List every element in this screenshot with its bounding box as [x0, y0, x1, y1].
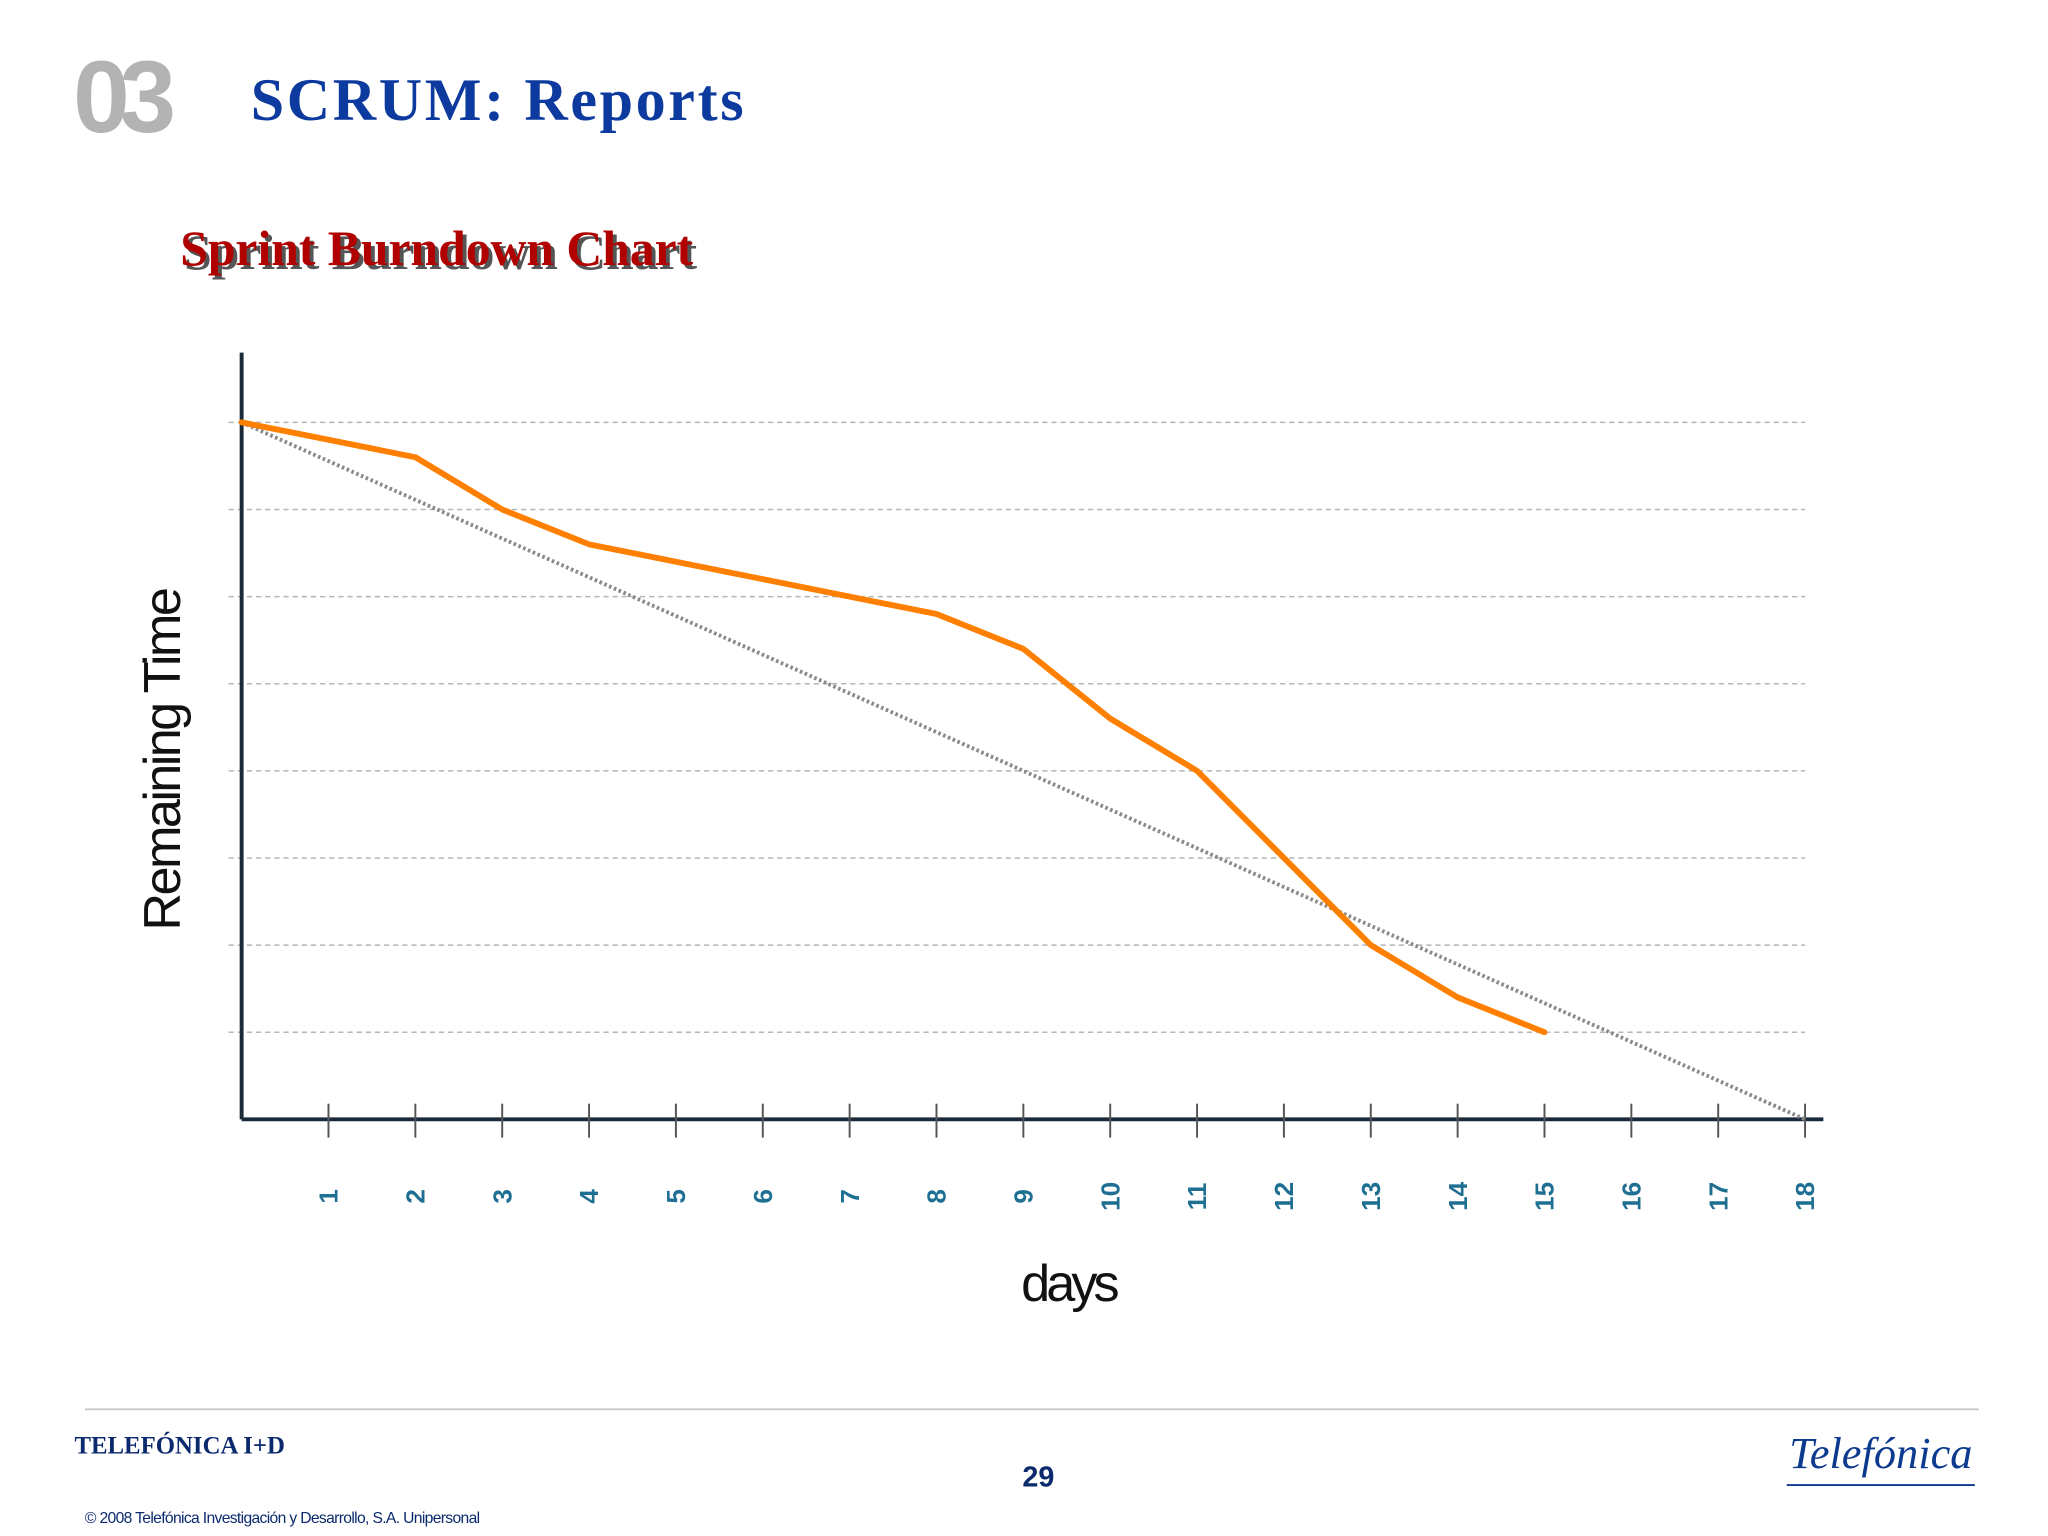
page-number: 29 [1022, 1461, 1054, 1493]
x-tick-label: 17 [1703, 1182, 1733, 1211]
chart-title: Sprint Burndown Chart [180, 221, 693, 276]
plot: 1 2 3 4 5 6 7 8 9 10 11 12 13 14 15 16 17 18 [228, 352, 1824, 1211]
x-tick-label: 13 [1356, 1182, 1386, 1211]
x-tick-label: 15 [1530, 1182, 1560, 1211]
x-tick-label: 11 [1182, 1183, 1212, 1211]
x-tick-label: 1 [314, 1189, 344, 1204]
x-tick-label: 10 [1095, 1182, 1125, 1211]
slide-title: SCRUM: Reports [251, 66, 746, 133]
x-tick-label: 8 [922, 1189, 952, 1204]
x-tick-label: 5 [661, 1189, 691, 1204]
ideal-line [240, 420, 1806, 1122]
logo: Telefónica [1789, 1428, 1972, 1478]
chart-title-shadow: Sprint Burndown Chart [184, 225, 697, 280]
x-tick-label: 18 [1790, 1182, 1820, 1211]
section-number: 03 [73, 40, 172, 154]
x-tick-label: 9 [1008, 1189, 1038, 1204]
x-axis-label: days [1021, 1255, 1118, 1313]
x-tick-label: 12 [1269, 1182, 1299, 1211]
x-tick-label: 6 [748, 1189, 778, 1204]
x-tick-label: 14 [1443, 1181, 1473, 1211]
x-tick-label: 4 [574, 1189, 604, 1204]
copyright: © 2008 Telefónica Investigación y Desarr… [85, 1510, 480, 1527]
y-axis-label: Remaining Time [134, 589, 192, 930]
company-name: TELEFÓNICA I+D [74, 1432, 284, 1460]
x-tick-label: 3 [487, 1189, 517, 1204]
burndown-line [238, 419, 1548, 1036]
x-tick-label: 2 [400, 1189, 430, 1204]
x-tick-label: 16 [1616, 1182, 1646, 1211]
x-tick-label: 7 [835, 1189, 865, 1204]
